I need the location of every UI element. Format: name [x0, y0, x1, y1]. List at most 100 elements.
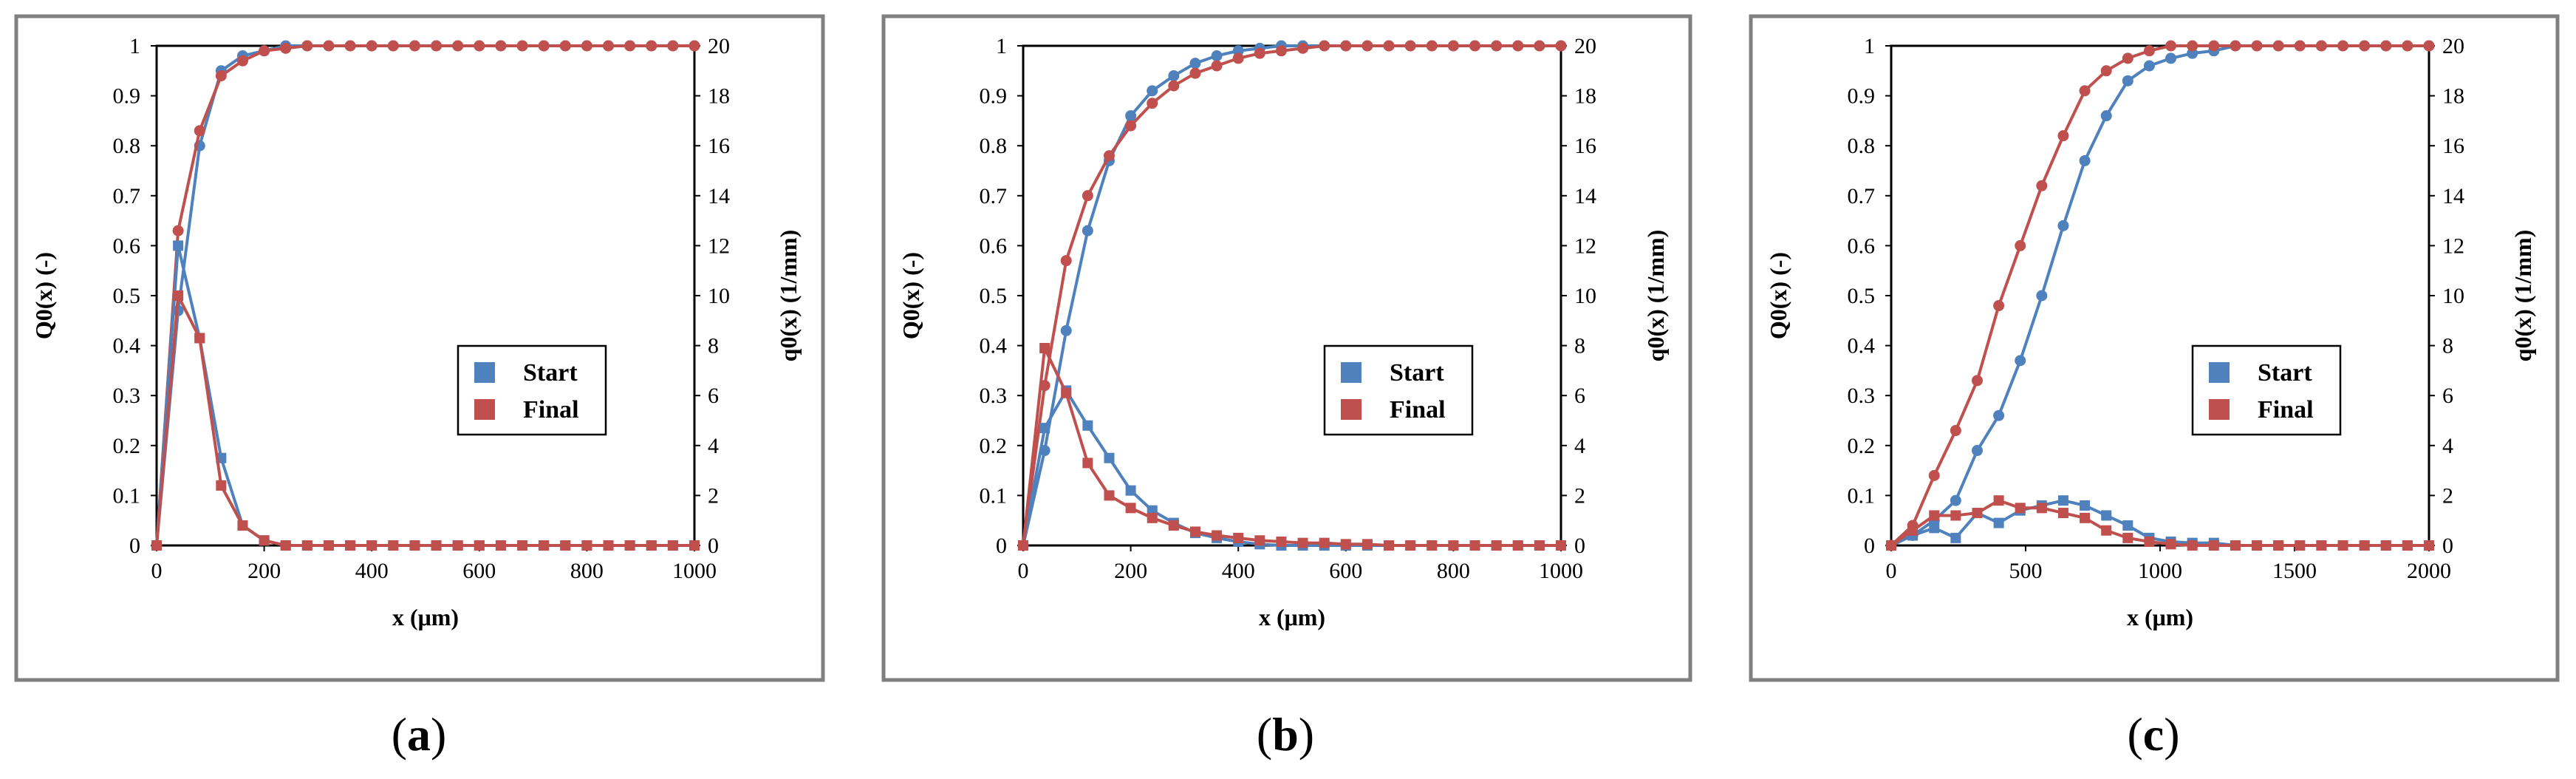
data-point-start-density	[1993, 517, 2004, 528]
legend-swatch-final	[2209, 399, 2230, 420]
data-point-start-density	[1929, 523, 1940, 534]
data-point-final-density	[1061, 387, 1072, 398]
y-axis-title: Q0(x) (-)	[898, 252, 924, 339]
y-tick-label: 0.9	[1848, 84, 1876, 109]
y-tick-label: 0.6	[113, 234, 141, 258]
data-point-final-cumulative	[1125, 120, 1137, 132]
data-point-final-density	[1950, 510, 1961, 521]
data-point-final-density	[1972, 508, 1983, 519]
y-tick-label: 0.5	[1848, 284, 1876, 308]
data-point-start-cumulative	[2122, 75, 2133, 86]
data-point-final-cumulative	[1362, 40, 1373, 52]
data-point-start-density	[2101, 510, 2112, 521]
data-point-final-density	[2122, 532, 2133, 543]
y2-axis-title: q0(x) (1/mm)	[775, 230, 802, 362]
data-point-final-density	[2101, 525, 2112, 536]
data-point-final-density	[517, 540, 528, 551]
panel-c: 0 500 1000 1500 200000.10.20.30.40.50.60.70.…	[1749, 14, 2560, 682]
data-point-start-cumulative	[1189, 58, 1201, 69]
y2-tick-label: 0	[708, 534, 719, 558]
data-point-final-density	[1491, 540, 1502, 551]
y-axis-title: Q0(x) (-)	[1765, 252, 1791, 339]
y2-tick-label: 10	[708, 284, 730, 308]
data-point-final-cumulative	[1928, 469, 1940, 481]
data-point-start-cumulative	[2100, 110, 2112, 122]
data-point-final-density	[237, 520, 248, 531]
data-point-final-density	[194, 333, 205, 344]
data-point-final-density	[1340, 539, 1351, 550]
y-axis-title: Q0(x) (-)	[30, 252, 57, 339]
data-point-final-density	[1018, 540, 1028, 551]
y2-tick-label: 8	[2442, 334, 2453, 358]
data-point-final-density	[1427, 540, 1438, 551]
y-tick-label: 0.8	[980, 134, 1008, 158]
data-point-final-density	[2252, 540, 2263, 551]
data-point-final-density	[2230, 540, 2241, 551]
legend-swatch-start	[474, 362, 495, 383]
data-point-final-density	[1534, 540, 1545, 551]
y2-tick-label: 8	[708, 334, 719, 358]
data-point-final-density	[1189, 526, 1200, 537]
data-point-final-cumulative	[2359, 40, 2371, 52]
y-tick-label: 0.9	[113, 84, 141, 109]
data-point-final-density	[2273, 540, 2284, 551]
data-point-final-density	[560, 540, 571, 551]
legend-label-start: Start	[523, 359, 578, 387]
y-tick-label: 0.1	[113, 483, 141, 508]
data-point-final-cumulative	[1232, 52, 1244, 64]
y2-tick-label: 6	[1574, 384, 1585, 408]
y2-tick-label: 10	[2442, 284, 2464, 308]
data-point-final-cumulative	[344, 40, 356, 52]
legend-swatch-final	[474, 399, 495, 420]
data-point-final-cumulative	[2208, 40, 2220, 52]
legend-label-final: Final	[2258, 396, 2314, 423]
x-tick-label: 400	[1222, 559, 1255, 583]
data-point-final-cumulative	[1950, 425, 1961, 437]
y2-tick-label: 14	[2442, 184, 2464, 208]
x-tick-label: 800	[570, 559, 604, 583]
data-point-final-cumulative	[516, 40, 528, 52]
data-point-final-density	[2057, 508, 2068, 519]
y-tick-label: 0.9	[980, 84, 1008, 109]
data-point-final-cumulative	[1254, 47, 1265, 59]
data-point-start-density	[173, 240, 184, 251]
data-point-final-density	[1125, 503, 1136, 514]
y2-tick-label: 16	[2442, 134, 2464, 158]
data-point-final-cumulative	[581, 40, 592, 52]
x-axis-title: x (μm)	[1259, 604, 1325, 630]
y-tick-label: 0	[996, 534, 1007, 558]
legend-swatch-start	[2209, 362, 2230, 383]
legend-label-start: Start	[1390, 359, 1444, 387]
data-point-final-density	[431, 540, 442, 551]
data-point-final-cumulative	[2402, 40, 2413, 52]
y2-tick-label: 10	[1574, 284, 1596, 308]
data-point-final-cumulative	[1404, 40, 1416, 52]
data-point-final-density	[280, 540, 291, 551]
legend: Start Final	[1323, 344, 1474, 436]
data-point-final-cumulative	[323, 40, 335, 52]
y2-tick-label: 18	[2442, 84, 2464, 109]
y2-tick-label: 4	[2442, 434, 2453, 458]
data-point-final-cumulative	[1447, 40, 1459, 52]
data-point-final-cumulative	[452, 40, 464, 52]
y2-axis-title: q0(x) (1/mm)	[1642, 230, 1669, 362]
panel-captions: (a) (b) (c)	[392, 708, 2180, 761]
y-tick-label: 1	[129, 34, 140, 58]
data-point-final-cumulative	[1971, 375, 1983, 387]
data-point-final-cumulative	[2230, 40, 2241, 52]
data-point-start-density	[2057, 495, 2068, 506]
data-point-final-cumulative	[495, 40, 507, 52]
data-point-start-cumulative	[1060, 324, 1072, 336]
data-point-final-cumulative	[1060, 255, 1072, 267]
data-point-start-cumulative	[1147, 85, 1158, 97]
data-point-final-density	[1039, 342, 1050, 353]
data-point-final-density	[1362, 539, 1373, 550]
data-point-final-cumulative	[1297, 42, 1309, 54]
data-point-final-density	[1168, 520, 1179, 531]
data-point-final-density	[646, 540, 657, 551]
y-tick-label: 0.2	[113, 434, 141, 458]
data-point-final-cumulative	[215, 70, 227, 82]
data-point-start-density	[2080, 500, 2091, 511]
data-point-final-density	[259, 535, 270, 546]
